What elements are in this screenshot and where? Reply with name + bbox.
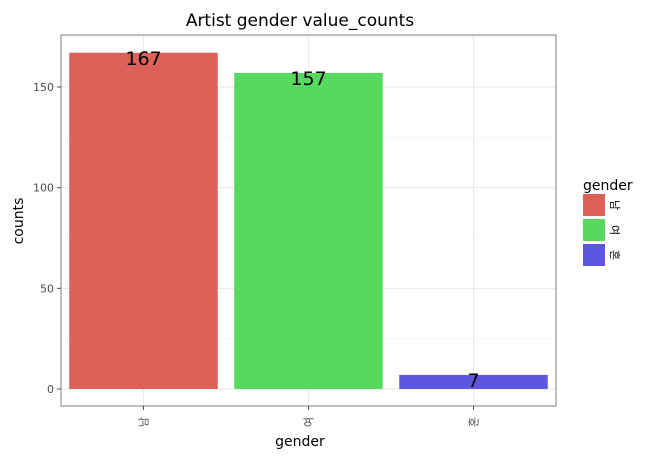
x-tick-label: 혼 — [468, 417, 481, 427]
bars — [69, 52, 548, 389]
legend-title: gender — [583, 178, 633, 194]
x-axis-title: gender — [275, 434, 325, 450]
legend-swatch — [583, 219, 605, 241]
bar — [399, 374, 548, 389]
y-axis-title: counts — [11, 198, 27, 245]
legend-swatch — [583, 194, 605, 216]
y-tick-label: 50 — [40, 282, 54, 295]
legend: gender 남여혼 — [583, 178, 633, 266]
chart-title: Artist gender value_counts — [186, 11, 414, 31]
data-label: 7 — [467, 370, 479, 392]
x-tick-label: 남 — [138, 417, 151, 427]
legend-label: 남 — [608, 200, 621, 210]
bar — [69, 52, 218, 389]
data-label: 167 — [125, 48, 161, 70]
x-tick-label: 여 — [303, 417, 316, 427]
bar — [234, 72, 383, 389]
y-tick-label: 0 — [47, 383, 54, 396]
y-axis-ticks: 0 50 100 150 — [33, 81, 61, 396]
y-tick-label: 100 — [33, 182, 54, 195]
y-tick-label: 150 — [33, 81, 54, 94]
legend-label: 여 — [608, 225, 621, 235]
data-label: 157 — [290, 68, 326, 90]
legend-label: 혼 — [608, 250, 621, 260]
data-labels: 167 157 7 — [125, 48, 479, 392]
legend-swatch — [583, 244, 605, 266]
